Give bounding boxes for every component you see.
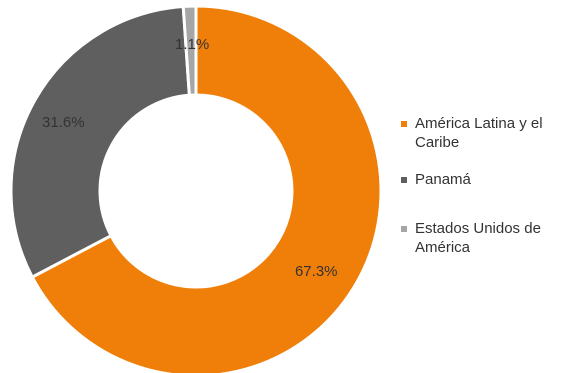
donut-chart: 67.3% 31.6% 1.1%	[9, 4, 383, 373]
legend-label-america-latina: América Latina y el Caribe	[415, 115, 543, 151]
legend-item-panama: Panamá	[401, 170, 573, 189]
legend-label-panama: Panamá	[415, 171, 471, 188]
legend-item-america-latina: América Latina y el Caribe	[401, 114, 573, 152]
legend-label-estados-unidos: Estados Unidos de América	[415, 220, 541, 256]
legend-swatch-estados-unidos	[401, 226, 407, 232]
legend-swatch-panama	[401, 177, 407, 183]
chart-legend: América Latina y el Caribe Panamá Estado…	[401, 114, 573, 257]
slice-america-latina	[30, 4, 383, 373]
slice-estados-unidos	[181, 4, 198, 97]
slice-label-estados-unidos: 1.1%	[175, 36, 209, 53]
slice-panama	[9, 4, 191, 280]
legend-item-estados-unidos: Estados Unidos de América	[401, 219, 573, 257]
slice-label-panama: 31.6%	[42, 114, 85, 131]
slice-label-america-latina: 67.3%	[295, 263, 338, 280]
legend-swatch-america-latina	[401, 121, 407, 127]
